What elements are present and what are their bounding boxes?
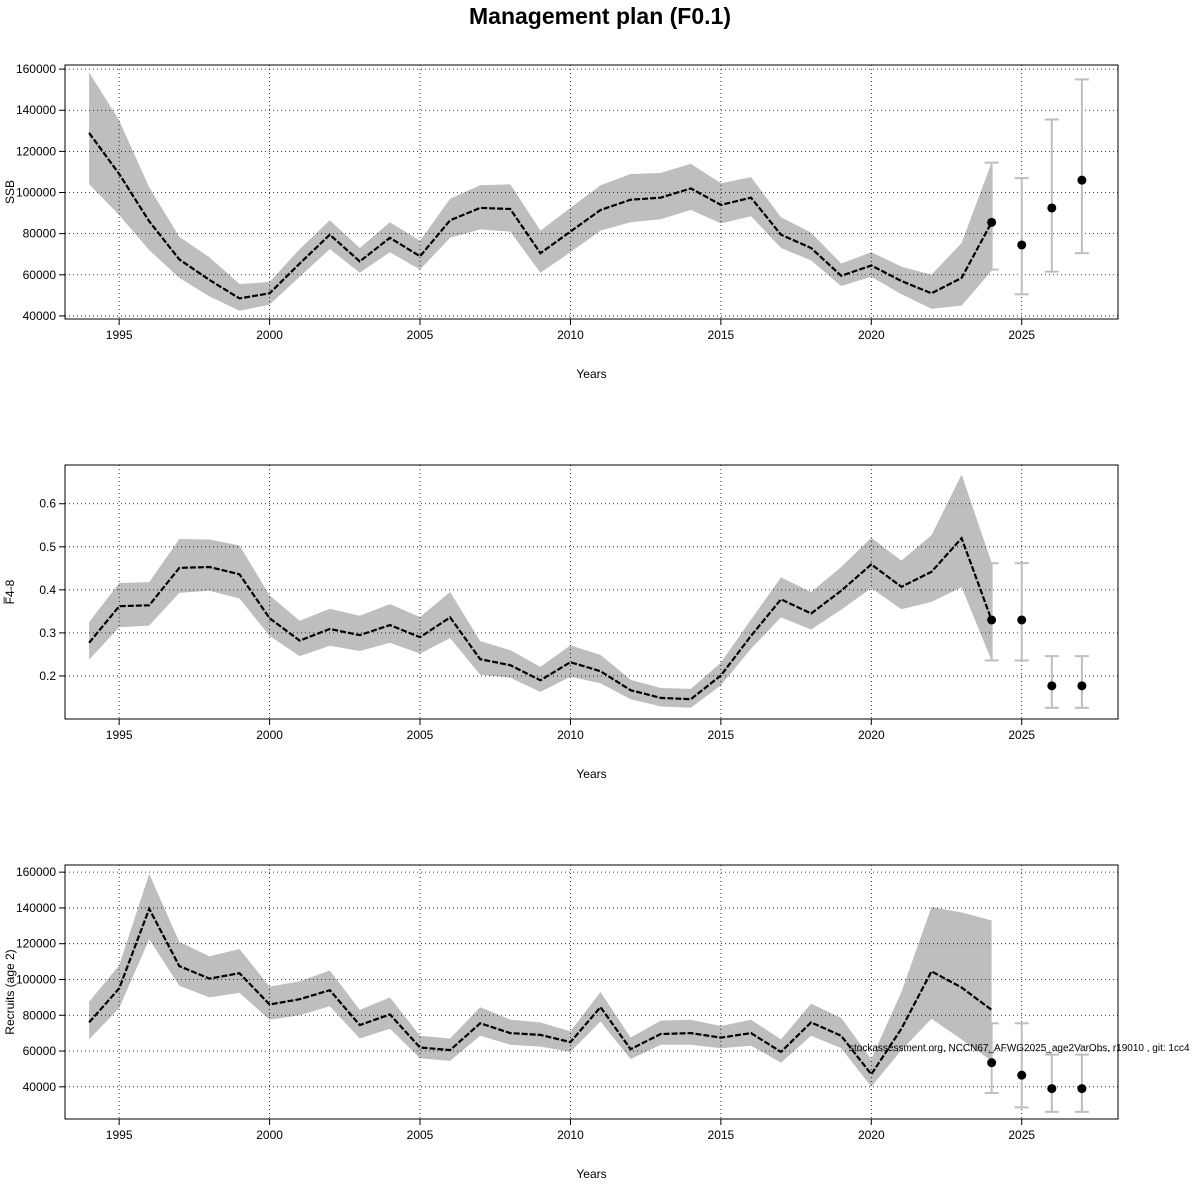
forecast-errorbar [1014, 562, 1029, 662]
forecast-point [987, 1058, 997, 1068]
x-tick-label: 2000 [256, 328, 283, 342]
confidence-band [89, 474, 992, 708]
forecast-point [1017, 1070, 1027, 1080]
x-tick-label: 2025 [1008, 728, 1035, 742]
y-axis-label: SSB [3, 180, 17, 204]
y-tick-label: 120000 [16, 144, 56, 158]
x-tick-label: 2020 [858, 728, 885, 742]
y-tick-label: 160000 [16, 865, 56, 879]
y-tick-label: 0.2 [39, 669, 56, 683]
y-axis-label: Recruits (age 2) [3, 949, 17, 1034]
x-tick-label: 2025 [1008, 328, 1035, 342]
x-tick-label: 2015 [708, 728, 735, 742]
forecast-point [1047, 203, 1057, 213]
x-tick-label: 2005 [407, 728, 434, 742]
y-tick-label: 0.6 [39, 497, 56, 511]
x-tick-label: 2000 [256, 728, 283, 742]
x-tick-label: 2020 [858, 328, 885, 342]
forecast-errorbar [984, 562, 999, 662]
x-tick-label: 1995 [106, 728, 133, 742]
x-axis-label: Years [576, 767, 606, 781]
ssb-panel: 1995 2000 2005 2010 2015 2020 2025 40000 60000 80… [3, 62, 1119, 381]
y-tick-label: 100000 [16, 186, 56, 200]
y-tick-label: 80000 [23, 227, 57, 241]
recruits-panel: 1995 2000 2005 2010 2015 2020 2025 40000 60000 80… [3, 864, 1119, 1181]
confidence-band [89, 873, 992, 1087]
y-tick-label: 60000 [23, 1044, 57, 1058]
plot-frame [64, 464, 1119, 720]
watermark-text: stockassessment.org, NCCN67_AFWG2025_age… [849, 1043, 1190, 1054]
x-tick-label: 2015 [708, 1128, 735, 1142]
forecast-point [1047, 1084, 1057, 1094]
y-axis-label: F̅4-8 [3, 579, 17, 604]
estimate-line [88, 906, 993, 1077]
x-axis-label: Years [576, 1167, 606, 1181]
y-tick-label: 0.4 [39, 583, 56, 597]
y-tick-label: 60000 [23, 268, 57, 282]
forecast-errorbar [1074, 1053, 1089, 1113]
x-tick-label: 2010 [557, 728, 584, 742]
forecast-errorbar [1014, 177, 1029, 296]
y-tick-label: 100000 [16, 972, 56, 986]
y-tick-label: 0.3 [39, 626, 56, 640]
forecast-point [1077, 175, 1087, 185]
forecast-point [1077, 1084, 1087, 1094]
y-tick-label: 0.5 [39, 540, 56, 554]
x-tick-label: 1995 [106, 1128, 133, 1142]
page-title: Management plan (F0.1) [469, 3, 731, 29]
forecast-point [987, 217, 997, 227]
y-tick-label: 140000 [16, 103, 56, 117]
x-tick-label: 2025 [1008, 1128, 1035, 1142]
confidence-band [89, 72, 992, 311]
forecast-errorbar [1014, 1022, 1029, 1109]
x-tick-label: 2015 [708, 328, 735, 342]
forecast-errorbar [1074, 78, 1089, 255]
y-tick-label: 120000 [16, 937, 56, 951]
x-tick-label: 2005 [407, 328, 434, 342]
y-tick-label: 80000 [23, 1008, 57, 1022]
x-tick-label: 2005 [407, 1128, 434, 1142]
forecast-point [1077, 681, 1087, 691]
forecast-point [987, 615, 997, 625]
forecast-point [1047, 681, 1057, 691]
x-axis-label: Years [576, 367, 606, 381]
x-tick-label: 1995 [106, 328, 133, 342]
forecast-point [1017, 240, 1027, 250]
y-tick-label: 140000 [16, 901, 56, 915]
forecast-errorbar [984, 161, 999, 271]
forecast-errorbar [1044, 118, 1059, 273]
estimate-line [88, 132, 993, 300]
forecast-point [1017, 615, 1027, 625]
estimate-line [88, 536, 993, 701]
x-tick-label: 2010 [557, 1128, 584, 1142]
x-tick-label: 2010 [557, 328, 584, 342]
y-tick-label: 160000 [16, 62, 56, 76]
forecast-errorbar [1044, 1053, 1059, 1113]
plot-frame [64, 864, 1119, 1120]
plot-frame [64, 64, 1119, 320]
fbar-panel: 1995 2000 2005 2010 2015 2020 2025 0.2 0.3 0.4 0.5… [3, 464, 1119, 781]
x-tick-label: 2020 [858, 1128, 885, 1142]
y-tick-label: 40000 [23, 309, 57, 323]
y-tick-label: 40000 [23, 1080, 57, 1094]
x-tick-label: 2000 [256, 1128, 283, 1142]
